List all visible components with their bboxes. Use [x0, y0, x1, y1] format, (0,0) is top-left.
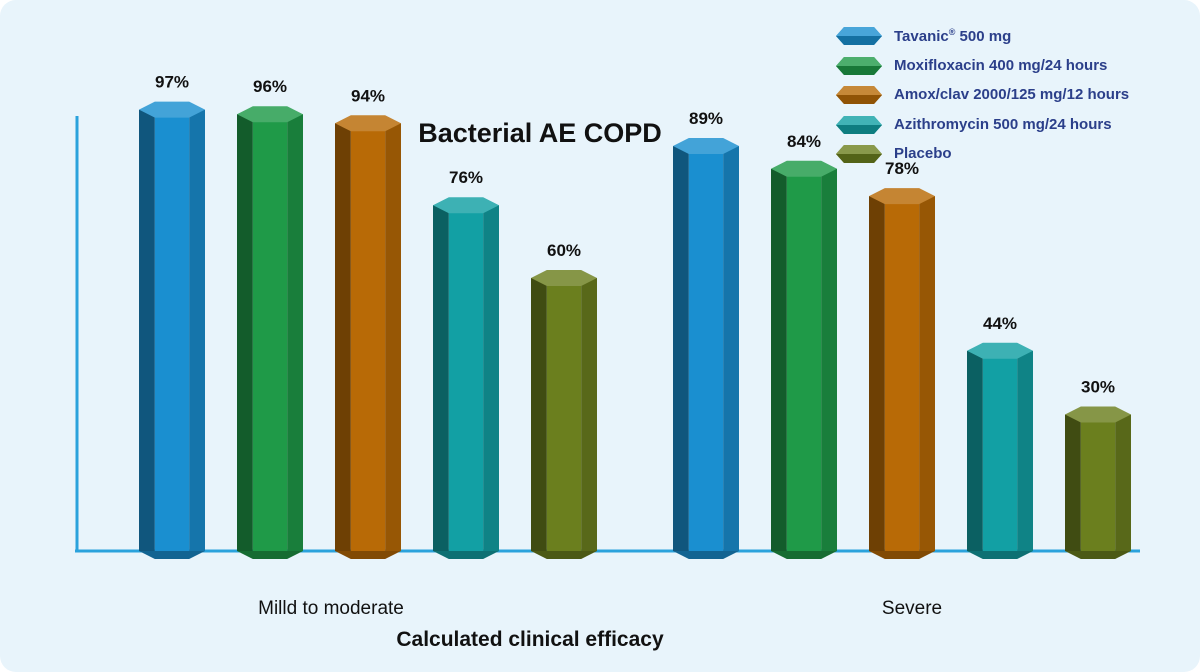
data-label: 97%	[155, 73, 189, 92]
data-label: 96%	[253, 77, 287, 96]
data-label: 84%	[787, 132, 821, 151]
legend-swatch-amox-clav	[836, 86, 882, 104]
legend-swatch-placebo	[836, 145, 882, 163]
registered-mark: ®	[948, 27, 956, 37]
bar-severe-tavanic-500-mg	[673, 138, 739, 559]
bar-milld-to-moderate-azithromycin-500-mg-24-hours	[433, 197, 499, 559]
bar-milld-to-moderate-tavanic-500-mg	[139, 101, 205, 559]
bar-severe-azithromycin-500-mg-24-hours	[967, 342, 1033, 559]
legend-label-azithromycin: Azithromycin 500 mg/24 hours	[894, 115, 1112, 133]
legend-label-amox-clav: Amox/clav 2000/125 mg/12 hours	[894, 86, 1130, 103]
bar-severe-amox-clav-2000-125-mg-12-hours	[869, 188, 935, 559]
bar-milld-to-moderate-placebo	[531, 270, 597, 559]
data-label: 78%	[885, 159, 919, 178]
legend-swatch-top	[836, 56, 882, 66]
legend-label-moxifloxacin: Moxifloxacin 400 mg/24 hours	[894, 56, 1108, 74]
legend-swatch-top	[836, 115, 882, 125]
bar-severe-moxifloxacin-400-mg-24-hours	[771, 160, 837, 559]
bar-milld-to-moderate-amox-clav-2000-125-mg-12-hours	[335, 115, 401, 559]
data-label: 60%	[547, 241, 581, 260]
x-tick-label: Severe	[882, 598, 942, 619]
data-label: 44%	[983, 314, 1017, 333]
legend-swatch-tavanic	[836, 27, 882, 45]
legend-swatch-bottom	[836, 65, 882, 75]
legend-label-tavanic: Tavanic® 500 mg	[894, 27, 1011, 45]
legend-swatch-bottom	[836, 36, 882, 45]
bar-severe-placebo	[1065, 406, 1131, 559]
data-label: 89%	[689, 109, 723, 128]
bar-milld-to-moderate-moxifloxacin-400-mg-24-hours	[237, 106, 303, 559]
legend-swatch-azithromycin	[836, 115, 882, 134]
legend-swatch-bottom	[836, 154, 882, 163]
x-tick-label: Milld to moderate	[258, 598, 404, 619]
legend-swatch-moxifloxacin	[836, 56, 882, 75]
legend-swatch-bottom	[836, 95, 882, 104]
x-axis-label: Calculated clinical efficacy	[396, 628, 664, 651]
legend-label-tavanic-name: Tavanic	[894, 28, 949, 45]
legend-swatch-top	[836, 86, 882, 95]
data-label: 94%	[351, 86, 385, 105]
legend-label-placebo: Placebo	[894, 145, 952, 162]
data-label: 76%	[449, 168, 483, 187]
legend-swatch-bottom	[836, 124, 882, 134]
chart-title: Bacterial AE COPD	[418, 118, 662, 148]
legend-label-tavanic-dose: 500 mg	[955, 28, 1012, 45]
data-label: 30%	[1081, 378, 1115, 397]
legend-swatch-top	[836, 145, 882, 154]
legend-swatch-top	[836, 27, 882, 36]
